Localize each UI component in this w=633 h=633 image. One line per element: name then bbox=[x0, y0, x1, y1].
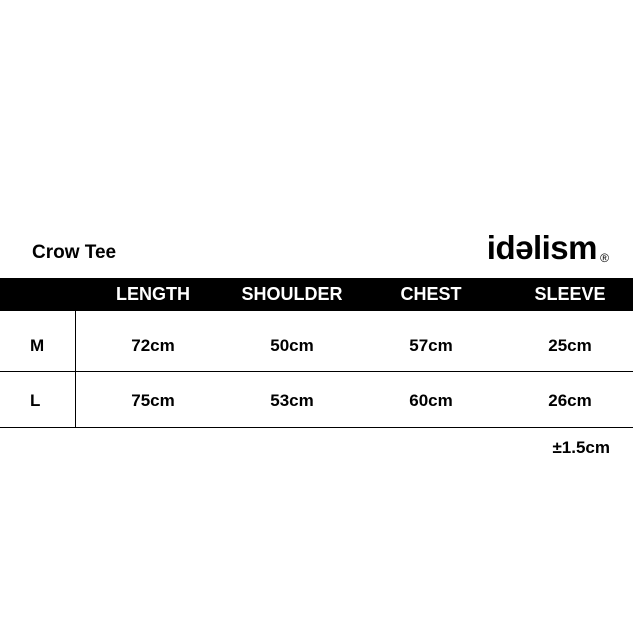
measurement: 72cm bbox=[131, 336, 175, 355]
measurement: 25cm bbox=[548, 336, 592, 355]
table-bottom-line bbox=[0, 427, 633, 428]
measurement: 26cm bbox=[548, 391, 592, 410]
tolerance-note: ±1.5cm bbox=[552, 438, 610, 457]
product-title: Crow Tee bbox=[32, 242, 117, 263]
header-bar bbox=[0, 278, 633, 311]
column-header: LENGTH bbox=[116, 284, 190, 304]
column-header: SHOULDER bbox=[241, 284, 343, 304]
size-label: M bbox=[30, 336, 45, 355]
brand-logo: idəlism bbox=[486, 229, 598, 266]
column-header: SLEEVE bbox=[534, 284, 606, 304]
size-label: L bbox=[30, 391, 41, 410]
row-divider bbox=[0, 371, 633, 372]
measurement: 60cm bbox=[409, 391, 453, 410]
measurement: 50cm bbox=[270, 336, 314, 355]
measurement: 53cm bbox=[270, 391, 314, 410]
column-divider bbox=[75, 311, 76, 427]
registered-mark: ® bbox=[600, 251, 609, 265]
measurement: 57cm bbox=[409, 336, 453, 355]
column-header: CHEST bbox=[400, 284, 462, 304]
measurement: 75cm bbox=[131, 391, 175, 410]
